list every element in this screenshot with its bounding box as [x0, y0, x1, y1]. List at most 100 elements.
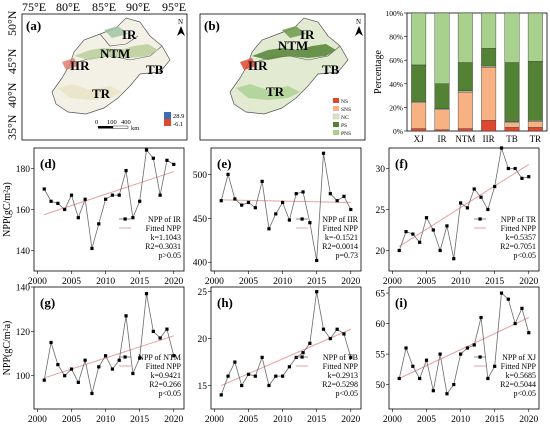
x-tick-label: 2020 [341, 415, 360, 425]
y-tick-label: 25 [198, 288, 208, 298]
x-tick-label: 2020 [519, 277, 538, 287]
data-point [424, 358, 429, 362]
bar-segment-ps [527, 61, 543, 121]
data-point [253, 374, 257, 378]
y-axis-label: NPP(gC/m²a) [2, 182, 13, 237]
legend-text: NPP of NTM [138, 353, 181, 362]
data-point [411, 232, 415, 236]
data-point [438, 352, 442, 356]
panel-tag-a: (a) [26, 18, 41, 33]
data-point [246, 372, 251, 376]
data-point [226, 172, 230, 176]
data-point [506, 297, 510, 301]
data-point [42, 187, 46, 191]
data-point [260, 355, 264, 359]
data-point [397, 248, 401, 253]
data-point [124, 314, 128, 318]
data-point [280, 200, 285, 205]
y-tick-label: 100% [386, 9, 404, 18]
x-tick-label: IR [438, 134, 447, 144]
legend-text: Fitted NPP [323, 224, 359, 233]
data-point [301, 190, 305, 194]
y-tick-label: 20 [376, 247, 386, 257]
legend-marker-point [478, 217, 482, 221]
map-a-shape [51, 17, 171, 115]
x-tick-label: 2020 [164, 415, 183, 425]
x-tick-label: TR [530, 134, 542, 144]
legend-text: k=1.1043 [150, 233, 181, 242]
y-tick-label: 140 [16, 247, 31, 257]
x-tick-label: 2005 [239, 277, 258, 287]
x-tick-label: 2010 [273, 415, 292, 425]
data-point [165, 158, 169, 162]
y-tick-label: 25 [376, 206, 386, 216]
lat-tick-label: 50°N [5, 10, 19, 36]
legend-label: PNS [341, 131, 351, 137]
data-point [458, 201, 463, 205]
data-point [349, 355, 353, 359]
data-point [172, 354, 176, 358]
data-point [458, 352, 463, 356]
legend-text: Fitted NPP [501, 362, 537, 371]
data-point [274, 212, 278, 216]
data-point [308, 221, 312, 225]
legend-label: SNS [341, 107, 351, 113]
legend-text: k=0.2913 [327, 371, 358, 380]
region-label-ntm: NTM [278, 38, 308, 53]
panel-tag: (h) [217, 295, 233, 310]
legend-marker-point [478, 355, 482, 359]
data-point [49, 199, 53, 203]
data-point [274, 374, 278, 378]
data-point [499, 146, 504, 150]
region-label-tb: TB [322, 62, 340, 77]
fitted-line [221, 199, 351, 203]
data-point [226, 374, 230, 378]
legend-text: NPP of IIR [322, 215, 358, 224]
data-point [404, 230, 408, 234]
data-point [131, 216, 135, 220]
data-point [267, 227, 271, 231]
data-point [158, 193, 162, 197]
data-point [103, 354, 108, 358]
data-point [493, 184, 497, 189]
data-point [131, 371, 135, 376]
charts-layer: 0%20%40%60%80%100%Percentage(c)XJIRNTMII… [2, 9, 548, 425]
legend-marker-point [300, 355, 304, 359]
legend-swatch-pns [333, 130, 339, 135]
fitted-line [44, 335, 174, 379]
plot-area [210, 147, 362, 272]
svg-text:400: 400 [121, 119, 131, 126]
legend-text: p<0.05 [335, 389, 358, 398]
y-tick-label: 50 [376, 381, 386, 391]
data-point [69, 367, 74, 371]
legend-text: Fitted NPP [146, 224, 182, 233]
legend-text: NPP of TB [323, 353, 358, 362]
legend-text: Fitted NPP [323, 362, 359, 371]
data-point [287, 218, 292, 222]
bar-segment-ps [504, 62, 520, 122]
lon-tick-label: 95°E [162, 0, 186, 14]
data-point [499, 291, 504, 295]
legend-label: -6.1 [173, 121, 183, 128]
bar-segment-ns [457, 128, 473, 132]
line-chart-e: 2000 2005 2010 2015 2020 400 450 500 (e) NPP of I… [193, 147, 362, 287]
y-tick-label: 400 [193, 259, 208, 269]
x-tick-label: 2005 [417, 415, 436, 425]
x-tick-label: TB [506, 134, 518, 144]
x-tick-label: IIR [483, 134, 495, 144]
y-tick-label: 500 [193, 171, 208, 181]
data-point [49, 340, 53, 345]
data-point [117, 358, 121, 362]
data-point [63, 374, 67, 378]
data-point [246, 200, 251, 205]
panel-tag: (i) [395, 295, 407, 310]
x-tick-label: 2020 [341, 277, 360, 287]
bar-segment-sns [504, 122, 520, 128]
region-label-tb: TB [146, 62, 164, 77]
region-label-tr: TR [92, 86, 111, 101]
x-tick-label: 2010 [451, 277, 470, 287]
data-point [56, 363, 60, 367]
y-tick-label: 100 [16, 372, 31, 382]
data-point [63, 207, 67, 212]
